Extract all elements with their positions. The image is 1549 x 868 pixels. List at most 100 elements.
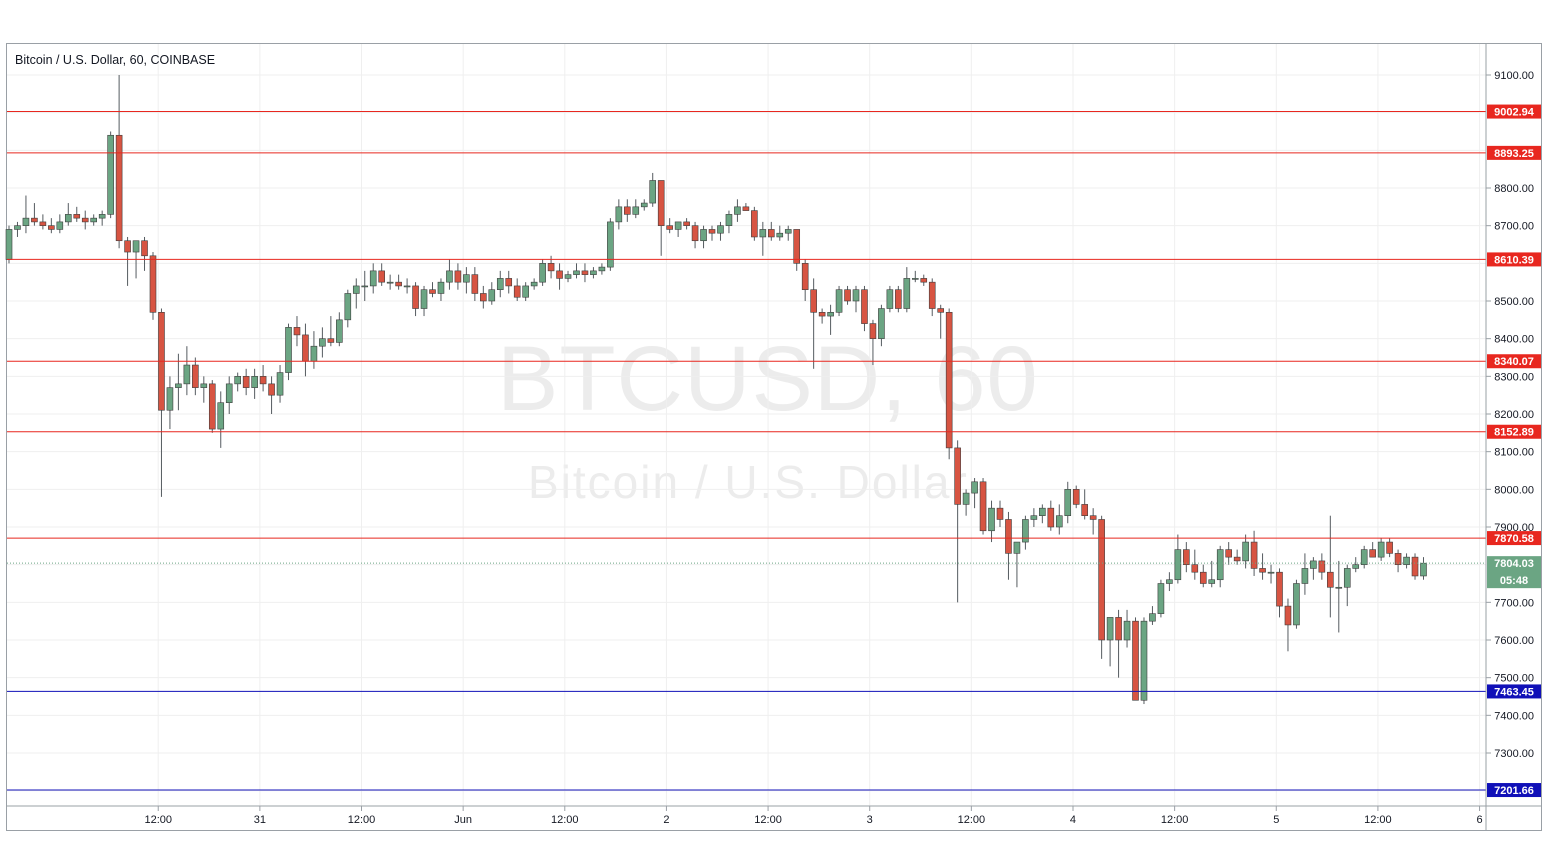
candle-body-down <box>293 327 301 336</box>
candle <box>1123 609 1131 648</box>
candle <box>801 259 809 301</box>
candle <box>683 218 690 230</box>
candle-body-up <box>1267 571 1275 574</box>
candle <box>471 267 479 301</box>
candle-body-down <box>801 263 809 291</box>
level-tag-bg <box>1487 354 1541 369</box>
candle <box>1072 485 1080 509</box>
candle-body-down <box>81 217 89 223</box>
candle <box>1064 481 1072 524</box>
candle-body-down <box>429 289 436 294</box>
candle <box>107 131 114 219</box>
candle <box>1030 508 1038 527</box>
candle-body-up <box>1360 549 1368 565</box>
level-tag-label: 7870.58 <box>1494 533 1534 545</box>
y-tick-label: 8400.00 <box>1494 334 1534 346</box>
candle-body-up <box>310 345 318 362</box>
candle <box>56 214 64 234</box>
candle-body-down <box>691 225 699 242</box>
candle <box>844 285 851 305</box>
candle <box>767 221 775 241</box>
price-axis[interactable]: 9100.00 8800.00 8700.00 8500.00 8400.00 8300.… <box>1486 70 1534 760</box>
candle <box>39 214 47 230</box>
y-tick-label: 8000.00 <box>1494 484 1534 496</box>
candle <box>1301 553 1309 595</box>
candle <box>200 376 208 403</box>
candle-body-up <box>530 281 538 287</box>
candle <box>166 376 174 430</box>
candle <box>530 278 538 290</box>
candle-body-up <box>1420 562 1427 577</box>
candle <box>632 199 640 219</box>
candle-body-up <box>463 274 470 283</box>
candle-body-up <box>183 364 191 385</box>
candle-body-up <box>225 383 233 404</box>
candle-body-down <box>412 285 419 309</box>
candle-body-up <box>251 376 258 388</box>
candle <box>1386 538 1393 558</box>
candle <box>1394 549 1402 573</box>
y-tick-label: 8500.00 <box>1494 296 1534 308</box>
horizontal-levels <box>7 111 1486 791</box>
candle-body-down <box>1199 571 1207 584</box>
candle <box>861 285 868 332</box>
candle-body-up <box>64 214 72 223</box>
candle <box>268 376 275 414</box>
candle <box>208 380 216 433</box>
candle-body-down <box>1386 541 1393 554</box>
candle <box>1267 564 1275 584</box>
candle-body-down <box>818 311 826 317</box>
candle-body-up <box>488 289 496 302</box>
candle <box>1005 511 1012 580</box>
candle <box>446 259 453 290</box>
candle <box>22 195 30 234</box>
level-tag-bg <box>1487 783 1541 798</box>
candle <box>640 199 648 211</box>
candle-body-down <box>1250 541 1258 569</box>
candle <box>302 323 309 377</box>
candle-body-up <box>1301 568 1309 584</box>
candle-body-up <box>852 289 860 302</box>
candle <box>1039 504 1046 524</box>
candle <box>496 270 504 298</box>
candle-body-down <box>793 229 801 264</box>
candle <box>624 199 631 222</box>
candle <box>395 274 402 290</box>
candle <box>928 278 936 317</box>
y-tick-label: 8300.00 <box>1494 371 1534 383</box>
time-axis[interactable]: 12:00 31 12:00 Jun 12:00 2 12:00 3 12:00 4 12:00 5 1… <box>144 806 1483 826</box>
candle-body-up <box>1216 549 1224 581</box>
candle <box>192 357 199 396</box>
candle <box>1132 617 1139 701</box>
candle <box>1166 572 1173 592</box>
candle-body-up <box>911 278 919 280</box>
candle-body-down <box>192 364 199 388</box>
level-tag-bg <box>1487 531 1541 546</box>
candle <box>480 285 487 309</box>
candle <box>818 308 826 324</box>
candle <box>945 308 953 460</box>
candle-body-up <box>700 229 707 242</box>
candle <box>1284 598 1292 652</box>
candle-body-up <box>1123 620 1131 641</box>
candle-body-up <box>496 278 504 290</box>
candle-body-down <box>861 289 868 324</box>
candle-body-down <box>751 210 758 238</box>
candle <box>700 225 707 249</box>
level-tag-label: 8893.25 <box>1494 148 1534 160</box>
candle-body-up <box>1352 564 1360 569</box>
candle <box>1098 515 1105 659</box>
candle-body-up <box>5 229 13 260</box>
candle-body-up <box>132 240 140 253</box>
candle-body-down <box>327 338 335 343</box>
level-tag-bg <box>1487 145 1541 160</box>
candle-body-up <box>835 289 843 313</box>
candle <box>293 316 301 347</box>
candle-body-down <box>1132 620 1139 701</box>
candle <box>319 327 326 358</box>
candle-body-down <box>1081 504 1088 516</box>
candle-body-up <box>22 217 30 226</box>
chart-area[interactable] <box>6 43 1542 831</box>
x-tick-label: 12:00 <box>348 814 376 826</box>
